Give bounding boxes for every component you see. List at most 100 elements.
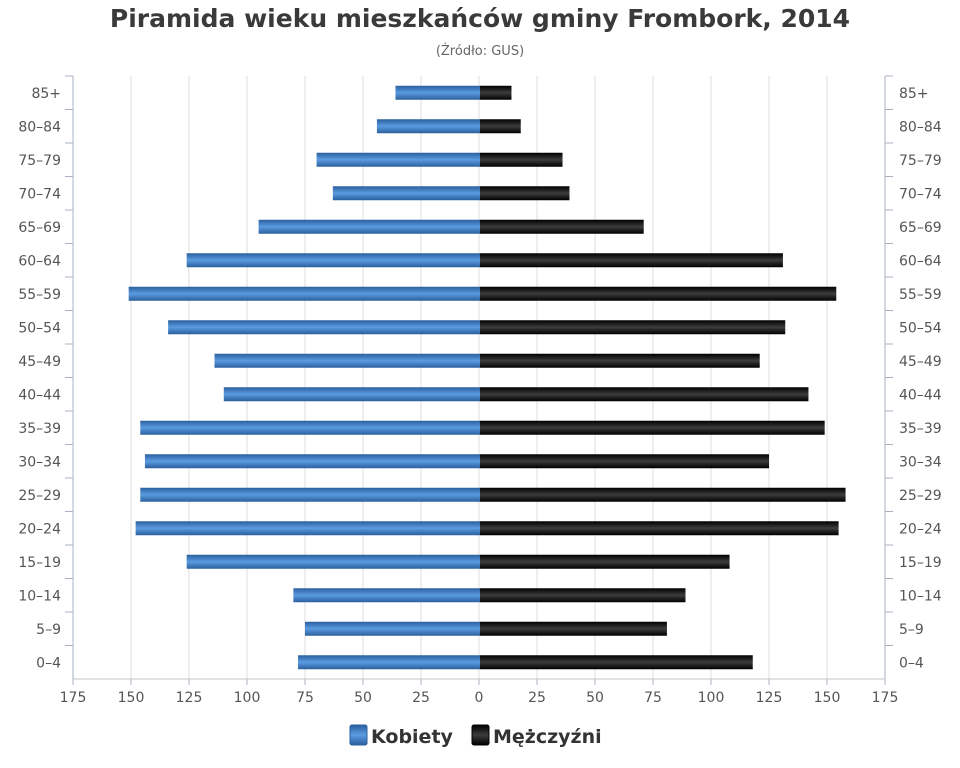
axes xyxy=(65,75,893,685)
x-tick-label: 150 xyxy=(118,690,145,706)
y-tick-label-left: 70–74 xyxy=(18,186,61,202)
y-tick-label-left: 45–49 xyxy=(18,354,61,370)
y-tick-label-left: 55–59 xyxy=(18,287,61,303)
y-tick-label-right: 60–64 xyxy=(899,253,942,269)
x-tick-label: 0 xyxy=(475,690,484,706)
y-tick-label-left: 35–39 xyxy=(18,421,61,437)
y-tick-label-right: 70–74 xyxy=(899,186,942,202)
bar-kobiety[interactable] xyxy=(305,621,480,636)
legend-item-mezczyzni[interactable]: Mężczyźni xyxy=(471,724,602,748)
bar-kobiety[interactable] xyxy=(298,655,480,670)
legend-swatch xyxy=(349,724,368,746)
bar-mezczyzni[interactable] xyxy=(480,253,783,268)
y-tick-label-right: 75–79 xyxy=(899,153,942,169)
y-tick-label-left: 30–34 xyxy=(18,454,61,470)
y-tick-label-right: 0–4 xyxy=(899,655,924,671)
bar-kobiety[interactable] xyxy=(140,487,480,502)
x-tick-label: 175 xyxy=(60,690,87,706)
y-tick-label-left: 80–84 xyxy=(18,119,61,135)
x-tick-label: 25 xyxy=(528,690,546,706)
bar-kobiety[interactable] xyxy=(186,554,480,569)
y-tick-label-right: 40–44 xyxy=(899,387,942,403)
bar-mezczyzni[interactable] xyxy=(480,219,644,234)
bar-mezczyzni[interactable] xyxy=(480,420,825,435)
bar-kobiety[interactable] xyxy=(135,521,480,536)
bar-mezczyzni[interactable] xyxy=(480,588,686,603)
bar-kobiety[interactable] xyxy=(223,387,481,402)
y-tick-label-right: 55–59 xyxy=(899,287,942,303)
y-tick-label-right: 85+ xyxy=(899,86,929,102)
y-tick-label-left: 5–9 xyxy=(36,622,61,638)
bar-kobiety[interactable] xyxy=(316,152,480,167)
chart-subtitle: (Źródło: GUS) xyxy=(435,44,525,59)
y-tick-label-right: 15–19 xyxy=(899,555,942,571)
bar-kobiety[interactable] xyxy=(214,353,480,368)
y-tick-label-left: 60–64 xyxy=(18,253,61,269)
y-tick-label-right: 25–29 xyxy=(899,488,942,504)
legend-label: Mężczyźni xyxy=(493,726,602,748)
y-tick-label-left: 15–19 xyxy=(18,555,61,571)
y-tick-label-right: 50–54 xyxy=(899,320,942,336)
tick-labels: 175 150 125 100 75 50 25 0 25 50 75 100 125 150 175 85+… xyxy=(18,86,941,706)
legend-label: Kobiety xyxy=(371,726,454,748)
x-tick-label: 25 xyxy=(412,690,430,706)
bar-kobiety[interactable] xyxy=(186,253,480,268)
bar-kobiety[interactable] xyxy=(144,454,481,469)
y-tick-label-left: 20–24 xyxy=(18,521,61,537)
y-tick-label-left: 75–79 xyxy=(18,153,61,169)
y-tick-label-left: 25–29 xyxy=(18,488,61,504)
y-tick-label-right: 30–34 xyxy=(899,454,942,470)
bar-mezczyzni[interactable] xyxy=(480,353,760,368)
bar-kobiety[interactable] xyxy=(258,219,480,234)
bar-kobiety[interactable] xyxy=(168,320,480,335)
legend-swatch xyxy=(471,724,490,746)
chart-title: Piramida wieku mieszkańców gminy Frombor… xyxy=(109,4,851,33)
legend[interactable]: Kobiety Mężczyźni xyxy=(349,724,602,748)
x-tick-label: 175 xyxy=(872,690,899,706)
bar-mezczyzni[interactable] xyxy=(480,554,730,569)
y-tick-label-right: 80–84 xyxy=(899,119,942,135)
bar-mezczyzni[interactable] xyxy=(480,387,809,402)
legend-item-kobiety[interactable]: Kobiety xyxy=(349,724,454,748)
bar-kobiety[interactable] xyxy=(376,119,480,134)
x-tick-label: 100 xyxy=(698,690,725,706)
x-tick-label: 100 xyxy=(234,690,261,706)
y-tick-label-left: 50–54 xyxy=(18,320,61,336)
y-tick-label-right: 5–9 xyxy=(899,622,924,638)
bar-kobiety[interactable] xyxy=(128,286,480,301)
y-tick-label-right: 10–14 xyxy=(899,588,942,604)
bars xyxy=(128,85,846,670)
y-tick-label-left: 10–14 xyxy=(18,588,61,604)
bar-mezczyzni[interactable] xyxy=(480,487,846,502)
y-tick-label-left: 65–69 xyxy=(18,220,61,236)
x-tick-label: 125 xyxy=(756,690,783,706)
x-tick-label: 125 xyxy=(176,690,203,706)
bar-kobiety[interactable] xyxy=(140,420,480,435)
bar-mezczyzni[interactable] xyxy=(480,85,512,100)
bar-mezczyzni[interactable] xyxy=(480,621,667,636)
bar-kobiety[interactable] xyxy=(395,85,480,100)
x-tick-label: 50 xyxy=(354,690,372,706)
x-tick-label: 150 xyxy=(814,690,841,706)
bar-mezczyzni[interactable] xyxy=(480,655,753,670)
bar-mezczyzni[interactable] xyxy=(480,521,839,536)
bar-mezczyzni[interactable] xyxy=(480,119,521,134)
bar-kobiety[interactable] xyxy=(293,588,480,603)
bar-mezczyzni[interactable] xyxy=(480,320,786,335)
y-tick-label-right: 20–24 xyxy=(899,521,942,537)
y-tick-label-right: 45–49 xyxy=(899,354,942,370)
bar-mezczyzni[interactable] xyxy=(480,186,570,201)
y-tick-label-right: 35–39 xyxy=(899,421,942,437)
y-tick-label-right: 65–69 xyxy=(899,220,942,236)
y-tick-label-left: 40–44 xyxy=(18,387,61,403)
x-tick-label: 50 xyxy=(586,690,604,706)
bar-mezczyzni[interactable] xyxy=(480,454,769,469)
bar-kobiety[interactable] xyxy=(332,186,480,201)
y-tick-label-left: 85+ xyxy=(31,86,61,102)
x-tick-label: 75 xyxy=(296,690,314,706)
grid-lines xyxy=(130,76,828,679)
bar-mezczyzni[interactable] xyxy=(480,152,563,167)
y-tick-label-left: 0–4 xyxy=(36,655,61,671)
bar-mezczyzni[interactable] xyxy=(480,286,837,301)
